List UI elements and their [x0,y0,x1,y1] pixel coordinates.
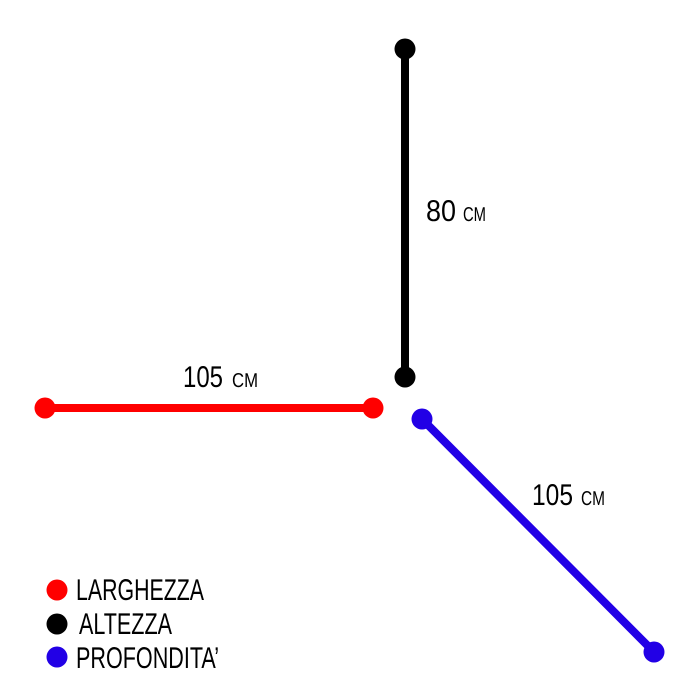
svg-text:CM: CM [232,370,258,392]
svg-text:PROFONDITA’: PROFONDITA’ [76,642,219,675]
svg-text:LARGHEZZA: LARGHEZZA [76,574,204,607]
svg-text:105: 105 [183,361,223,394]
svg-text:CM: CM [463,204,486,226]
svg-text:ALTEZZA: ALTEZZA [79,608,172,641]
svg-text:105: 105 [532,479,573,512]
svg-text:CM: CM [581,488,605,510]
svg-text:80: 80 [426,195,456,228]
